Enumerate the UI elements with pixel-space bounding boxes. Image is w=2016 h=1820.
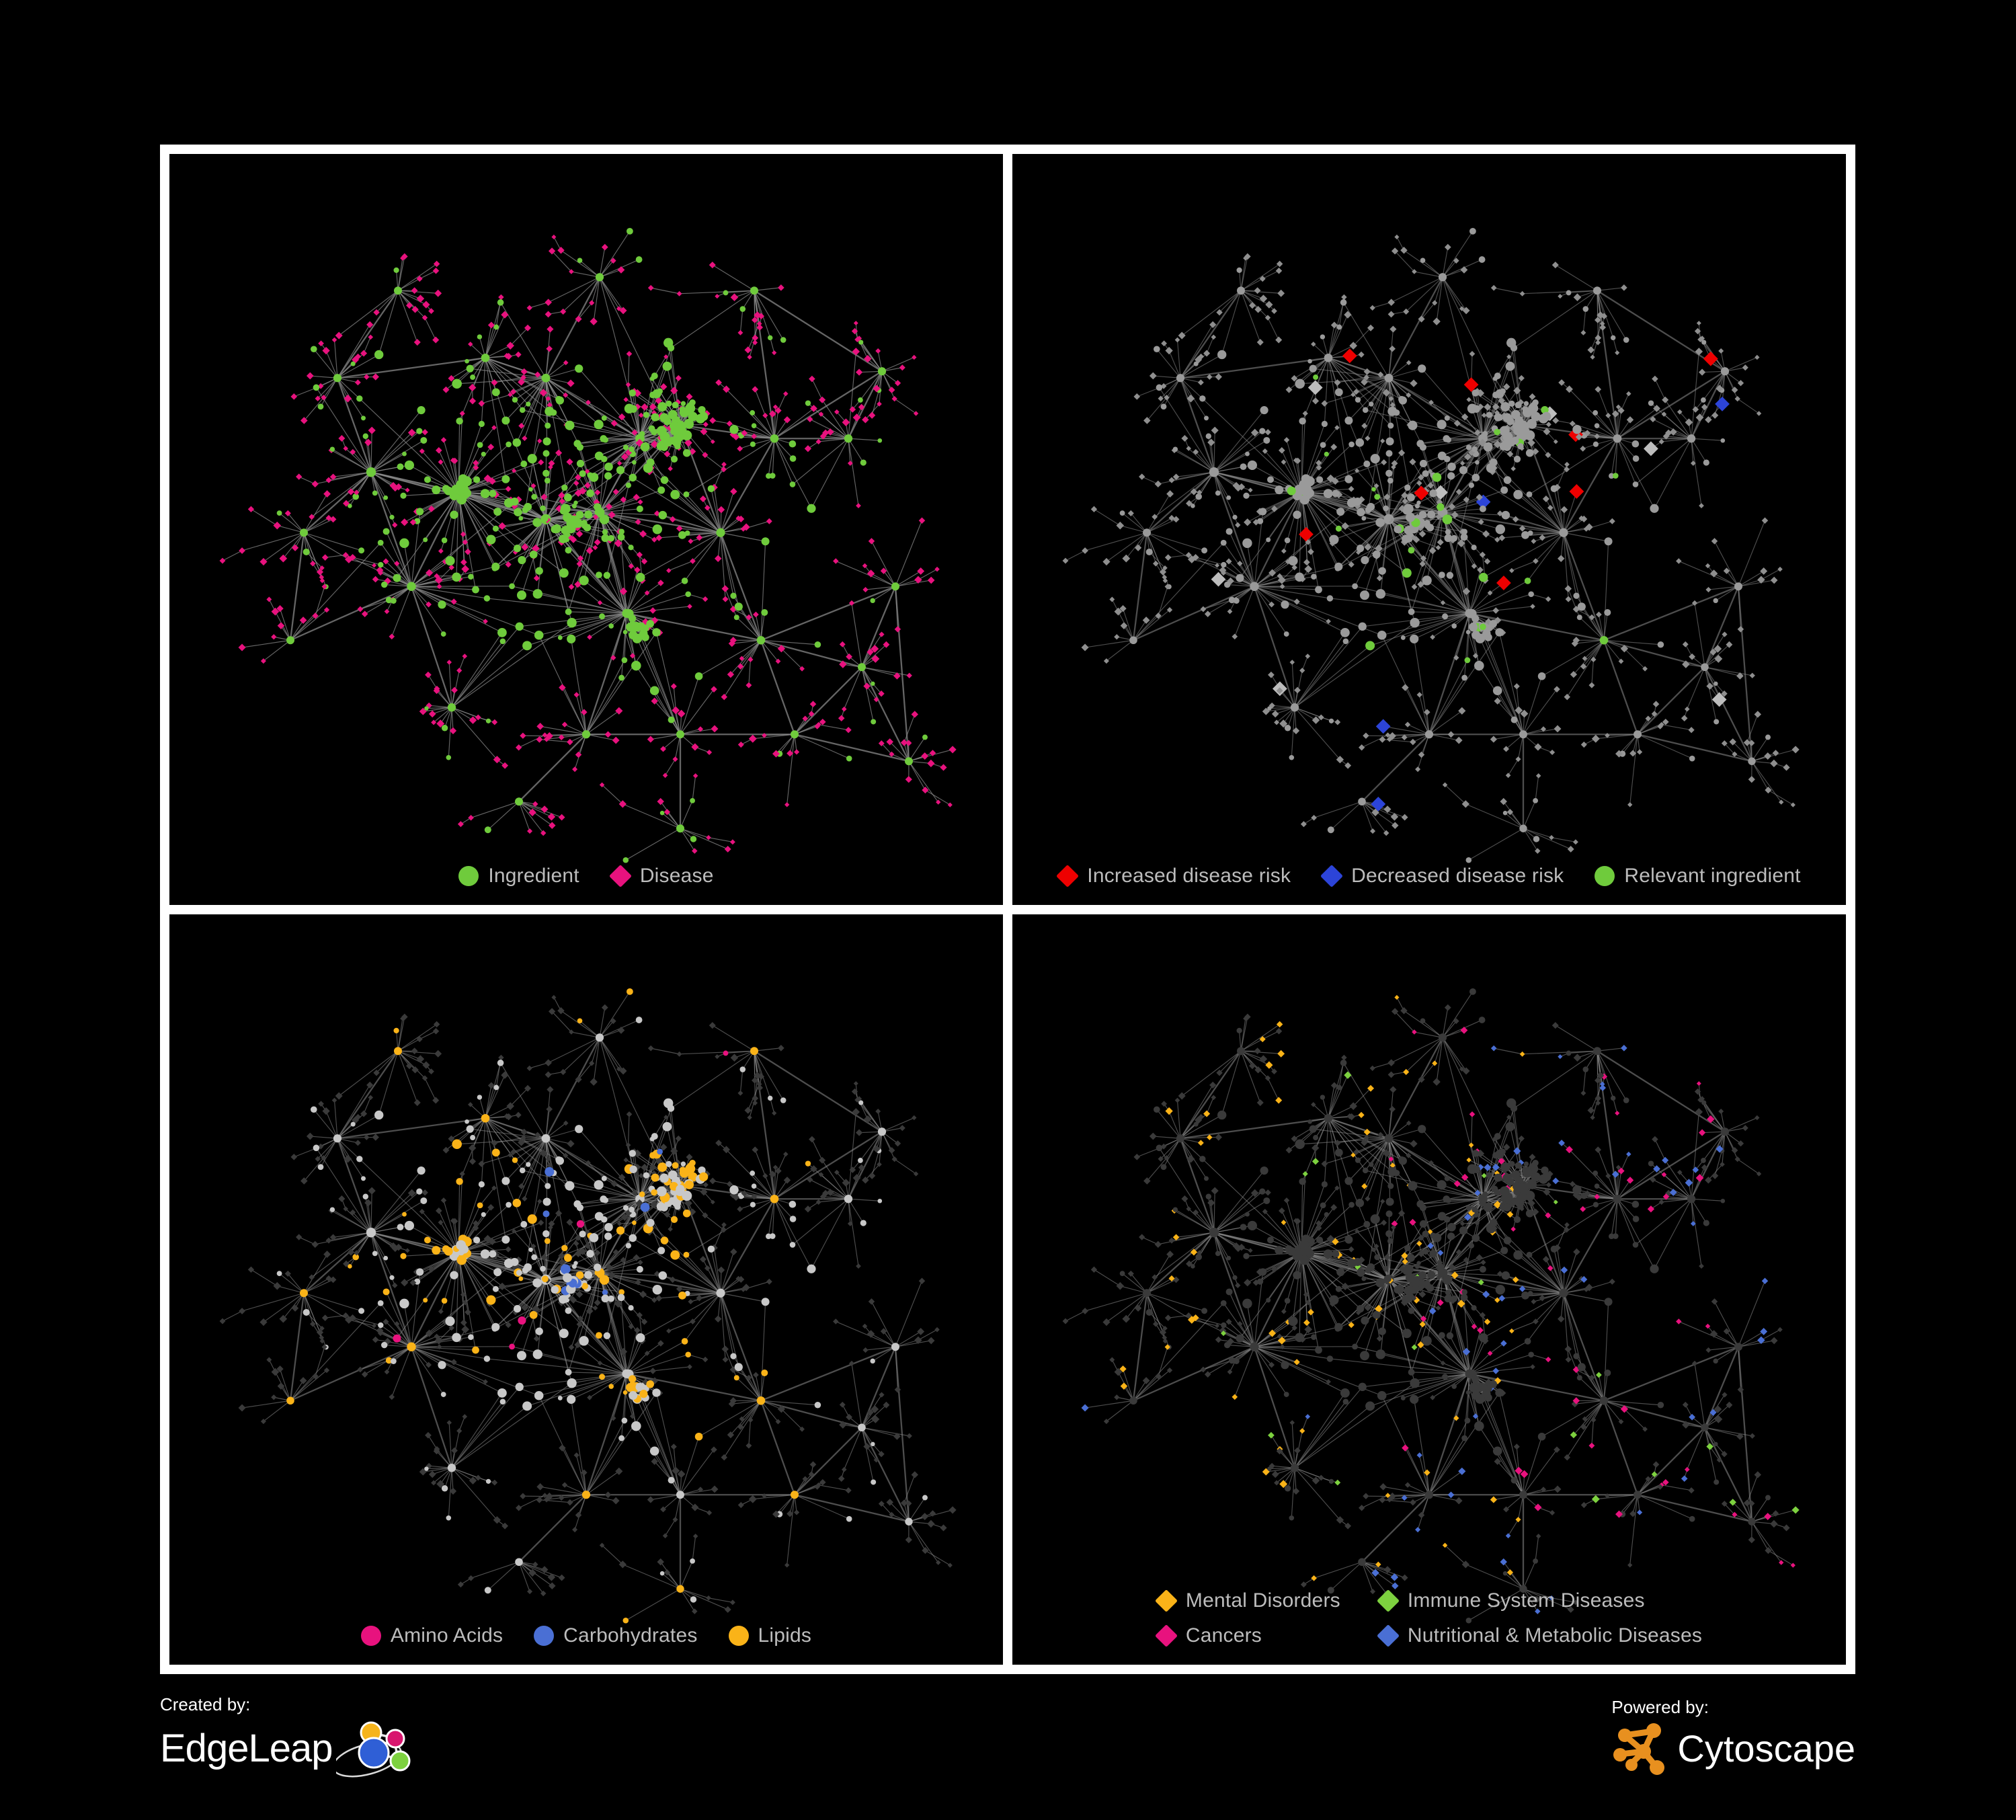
legend-label: Decreased disease risk: [1351, 864, 1564, 887]
edgeleap-wordmark: EdgeLeap: [160, 1727, 333, 1770]
network-graph-ingredient-classes: [219, 988, 957, 1624]
legend-panel-2: Increased disease risk Decreased disease…: [1012, 865, 1846, 887]
network-graph-disease-categories: [1062, 988, 1800, 1624]
legend-item-nutritional-metabolic[interactable]: Nutritional & Metabolic Diseases: [1376, 1624, 1703, 1647]
panel-grid: Ingredient Disease Increased diseas: [160, 145, 1855, 1674]
panel-disease-categories[interactable]: Mental Disorders Immune System Diseases …: [1012, 914, 1846, 1665]
circle-icon: [458, 865, 479, 886]
cytoscape-wordmark: Cytoscape: [1677, 1727, 1855, 1770]
legend-panel-3: Amino Acids Carbohydrates Lipids: [169, 1624, 1003, 1647]
legend-label: Relevant ingredient: [1624, 864, 1801, 887]
panel-disease-risk[interactable]: Increased disease risk Decreased disease…: [1012, 154, 1846, 905]
legend-label: Amino Acids: [390, 1624, 503, 1647]
legend-label: Disease: [639, 864, 714, 887]
network-canvas-4[interactable]: [1012, 914, 1846, 1665]
diamond-icon: [1056, 864, 1080, 887]
powered-by-block: Powered by:: [1611, 1697, 1855, 1777]
legend-item-relevant-ingredient[interactable]: Relevant ingredient: [1595, 864, 1801, 887]
diamond-icon: [1376, 1589, 1400, 1612]
network-graph-ingredient-disease: [219, 227, 957, 863]
created-by-block: Created by: EdgeLeap: [160, 1694, 417, 1780]
legend-item-immune-system-diseases[interactable]: Immune System Diseases: [1376, 1589, 1645, 1612]
cytoscape-logo-icon: [1613, 1723, 1665, 1775]
legend-label: Lipids: [758, 1624, 812, 1647]
circle-icon: [360, 1626, 381, 1646]
legend-item-disease[interactable]: Disease: [608, 864, 714, 887]
circle-icon: [534, 1626, 555, 1646]
legend-label: Cancers: [1185, 1624, 1262, 1647]
created-by-kicker: Created by:: [160, 1694, 251, 1714]
network-canvas-2[interactable]: [1012, 154, 1846, 905]
diamond-icon: [608, 864, 632, 887]
legend-item-carbohydrates[interactable]: Carbohydrates: [534, 1624, 697, 1647]
edgeleap-logo[interactable]: EdgeLeap: [160, 1718, 417, 1780]
figure-footer: Created by: EdgeLeap Powered by:: [160, 1678, 1855, 1813]
legend-label: Immune System Diseases: [1407, 1589, 1645, 1612]
legend-item-ingredient[interactable]: Ingredient: [458, 865, 579, 887]
legend-panel-1: Ingredient Disease: [169, 865, 1003, 887]
network-graph-disease-risk: [1062, 227, 1800, 863]
legend-item-decreased-risk[interactable]: Decreased disease risk: [1320, 864, 1564, 887]
circle-icon: [728, 1626, 749, 1646]
legend-item-increased-risk[interactable]: Increased disease risk: [1056, 864, 1291, 887]
diamond-icon: [1154, 1589, 1178, 1612]
panel-network-overview[interactable]: Ingredient Disease: [169, 154, 1003, 905]
legend-item-mental-disorders[interactable]: Mental Disorders: [1154, 1589, 1340, 1612]
edgeleap-logo-icon: [336, 1721, 411, 1778]
diamond-icon: [1154, 1624, 1178, 1647]
legend-item-lipids[interactable]: Lipids: [728, 1624, 812, 1647]
legend-label: Nutritional & Metabolic Diseases: [1407, 1624, 1703, 1647]
panel-ingredient-classes[interactable]: Amino Acids Carbohydrates Lipids: [169, 914, 1003, 1665]
network-canvas-1[interactable]: [169, 154, 1003, 905]
legend-item-cancers[interactable]: Cancers: [1154, 1624, 1262, 1647]
legend-label: Mental Disorders: [1185, 1589, 1340, 1612]
powered-by-kicker: Powered by:: [1611, 1697, 1709, 1717]
legend-label: Ingredient: [488, 864, 579, 887]
circle-icon: [1595, 865, 1615, 886]
legend-item-amino-acids[interactable]: Amino Acids: [360, 1624, 503, 1647]
legend-label: Increased disease risk: [1087, 864, 1291, 887]
diamond-icon: [1320, 864, 1344, 887]
network-canvas-3[interactable]: [169, 914, 1003, 1665]
legend-panel-4: Mental Disorders Immune System Diseases …: [1012, 1589, 1846, 1647]
legend-label: Carbohydrates: [563, 1624, 698, 1647]
cytoscape-logo[interactable]: Cytoscape: [1611, 1720, 1855, 1777]
diamond-icon: [1376, 1624, 1400, 1647]
